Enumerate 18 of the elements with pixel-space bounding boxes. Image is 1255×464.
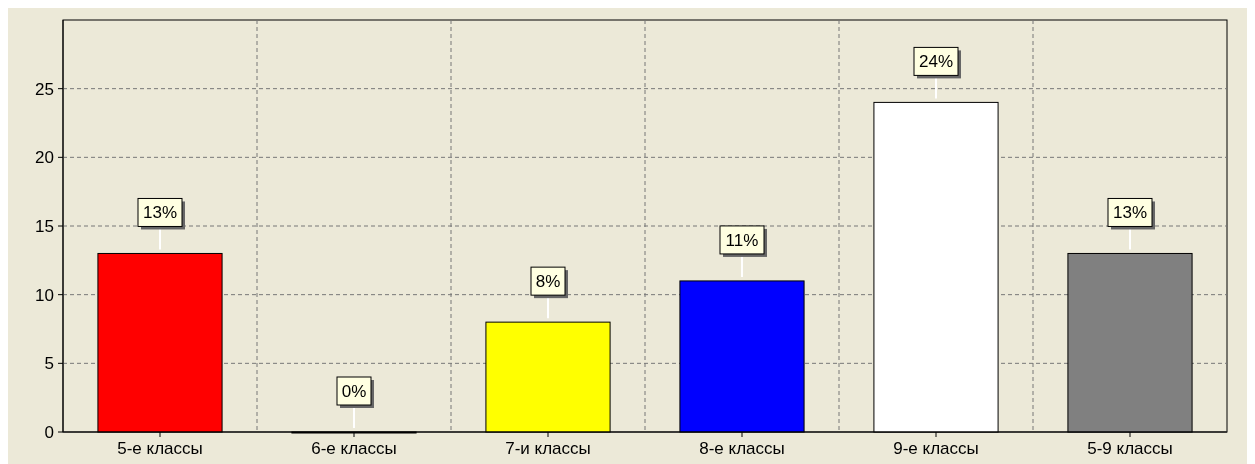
- y-tick-label: 10: [35, 285, 54, 305]
- data-label: 24%: [918, 52, 954, 72]
- y-tick-label: 5: [44, 354, 54, 374]
- data-label: 11%: [725, 230, 759, 250]
- data-label: 8%: [535, 272, 561, 292]
- y-tick-label: 20: [35, 148, 54, 168]
- y-tick-label: 25: [35, 79, 54, 99]
- data-label: 0%: [341, 381, 367, 401]
- x-tick-label: 6-е классы: [311, 439, 397, 458]
- data-label: 13%: [1112, 203, 1148, 223]
- x-tick-label: 5-9 классы: [1087, 439, 1173, 458]
- y-tick-label: 0: [44, 422, 54, 442]
- x-tick-label: 5-е классы: [117, 439, 203, 458]
- y-tick-label: 15: [35, 216, 54, 236]
- x-tick-label: 7-и классы: [505, 439, 591, 458]
- x-tick-label: 9-е классы: [893, 439, 979, 458]
- x-tick-label: 8-е классы: [699, 439, 785, 458]
- data-label: 13%: [142, 203, 178, 223]
